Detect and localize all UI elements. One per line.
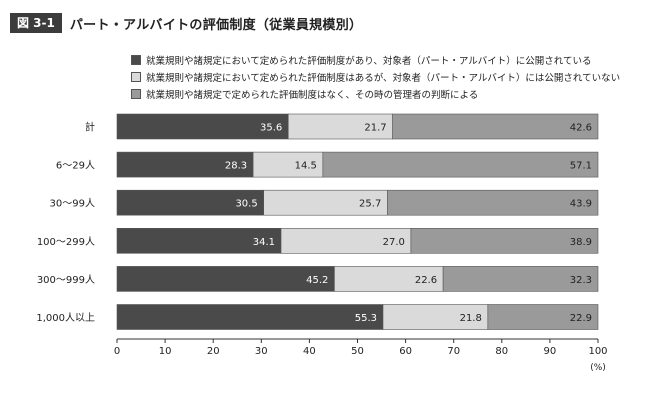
data-label: 57.1	[570, 161, 592, 172]
legend-item-1: 就業規則や諸規定において定められた評価制度があり、対象者（パート・アルバイト）に…	[131, 53, 620, 67]
bar-segment-2	[263, 189, 388, 216]
legend-label-1: 就業規則や諸規定において定められた評価制度があり、対象者（パート・アルバイト）に…	[146, 56, 592, 67]
x-tick-label: 50	[351, 346, 364, 357]
category-label: 100〜299人	[37, 236, 95, 248]
x-tick-label: 100	[588, 346, 607, 357]
figure-label: 図 3-1	[10, 13, 62, 33]
legend-swatch-2	[131, 72, 141, 82]
data-label: 30.5	[235, 199, 257, 210]
category-label: 計	[85, 121, 95, 134]
x-tick-label: 70	[447, 346, 460, 357]
data-label: 34.1	[253, 237, 275, 248]
data-label: 25.7	[359, 199, 381, 210]
x-axis-unit: (%)	[590, 363, 606, 373]
legend-label-2: 就業規則や諸規定において定められた評価制度はあるが、対象者（パート・アルバイト）…	[146, 73, 621, 84]
x-tick-label: 30	[255, 346, 268, 357]
data-label: 21.8	[460, 313, 482, 324]
data-label: 43.9	[570, 199, 592, 210]
bar-segment-3	[487, 304, 599, 330]
bar-segment-3	[387, 189, 599, 216]
x-tick-label: 10	[159, 346, 172, 357]
bar-segment-2	[252, 151, 324, 178]
bar-segment-1	[116, 266, 335, 292]
data-label: 28.3	[225, 161, 247, 172]
legend-item-2: 就業規則や諸規定において定められた評価制度はあるが、対象者（パート・アルバイト）…	[131, 70, 620, 84]
bar-segment-1	[116, 228, 282, 254]
bar-segment-2	[334, 266, 444, 292]
data-label: 32.3	[570, 275, 592, 286]
bar-segment-1	[116, 113, 289, 140]
x-tick-label: 80	[495, 346, 508, 357]
data-label: 14.5	[295, 161, 317, 172]
category-label: 1,000人以上	[36, 312, 95, 324]
x-tick-label: 0	[114, 346, 120, 357]
figure-title: パート・アルバイトの評価制度（従業員規模別）	[69, 17, 363, 33]
x-tick-label: 90	[544, 346, 557, 357]
x-tick-label: 40	[303, 346, 316, 357]
bar-segment-3	[322, 151, 599, 178]
bar-segment-3	[442, 266, 599, 292]
legend: 就業規則や諸規定において定められた評価制度があり、対象者（パート・アルバイト）に…	[131, 53, 620, 104]
data-label: 22.9	[570, 313, 592, 324]
category-label: 300〜999人	[37, 274, 95, 286]
legend-label-3: 就業規則や諸規定で定められた評価制度はなく、その時の管理者の判断による	[146, 90, 479, 101]
data-label: 45.2	[306, 275, 328, 286]
bar-segment-1	[116, 189, 265, 216]
data-label: 35.6	[260, 123, 282, 134]
category-label: 6〜29人	[56, 160, 95, 172]
x-tick-label: 60	[399, 346, 412, 357]
x-tick-label: 20	[207, 346, 220, 357]
figure-header: 図 3-1 パート・アルバイトの評価制度（従業員規模別）	[10, 13, 362, 33]
legend-item-3: 就業規則や諸規定で定められた評価制度はなく、その時の管理者の判断による	[131, 87, 620, 101]
data-label: 27.0	[383, 237, 405, 248]
data-label: 42.6	[570, 123, 592, 134]
data-label: 38.9	[570, 237, 592, 248]
bar-segment-2	[382, 304, 489, 330]
data-label: 21.7	[364, 123, 386, 134]
bar-segment-3	[392, 113, 599, 140]
bar-segment-1	[116, 304, 384, 330]
bar-segment-2	[287, 113, 393, 140]
bar-segment-3	[410, 228, 599, 254]
data-label: 22.6	[415, 275, 437, 286]
data-label: 55.3	[355, 313, 377, 324]
category-label: 30〜99人	[50, 198, 95, 210]
legend-swatch-1	[131, 55, 141, 65]
legend-swatch-3	[131, 89, 141, 99]
